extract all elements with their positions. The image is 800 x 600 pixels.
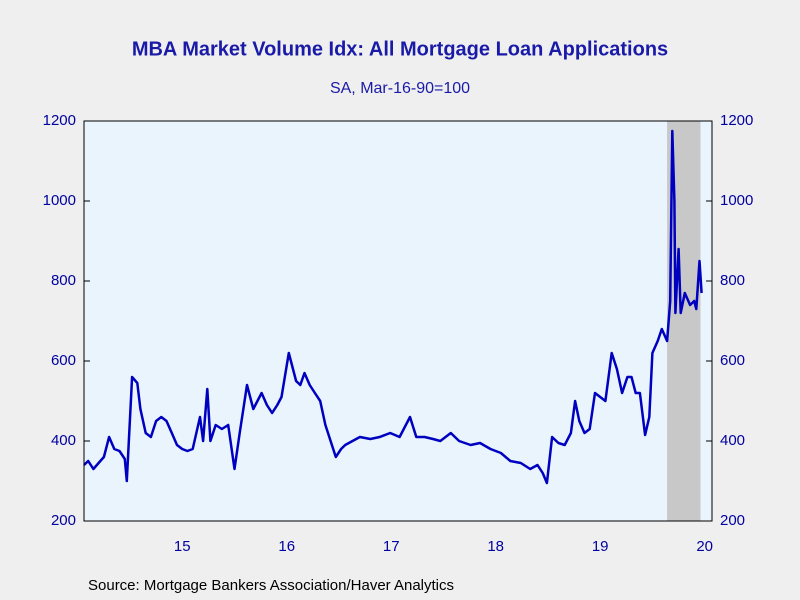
y-tick-label: 200 [51, 512, 76, 529]
y2-tick-label: 200 [720, 512, 745, 529]
y2-tick-label: 600 [720, 352, 745, 369]
y-tick-label: 600 [51, 352, 76, 369]
y2-tick-label: 1000 [720, 192, 753, 209]
y-tick-label: 800 [51, 272, 76, 289]
x-tick-label: 19 [592, 538, 609, 555]
data-line [83, 129, 703, 485]
y-tick-label: 1200 [43, 112, 76, 129]
x-tick-label: 20 [696, 538, 713, 555]
x-tick-label: 16 [278, 538, 295, 555]
y2-tick-label: 400 [720, 432, 745, 449]
x-tick-label: 17 [383, 538, 400, 555]
chart-title: MBA Market Volume Idx: All Mortgage Loan… [132, 38, 668, 60]
y-tick-label: 400 [51, 432, 76, 449]
y-tick-label: 1000 [43, 192, 76, 209]
x-tick-label: 18 [487, 538, 504, 555]
chart-subtitle: SA, Mar-16-90=100 [330, 80, 470, 97]
plot-area [84, 121, 712, 521]
x-tick-label: 15 [174, 538, 191, 555]
y2-tick-label: 1200 [720, 112, 753, 129]
source-note: Source: Mortgage Bankers Association/Hav… [88, 577, 454, 594]
plot-frame [83, 120, 713, 522]
y2-tick-label: 800 [720, 272, 745, 289]
